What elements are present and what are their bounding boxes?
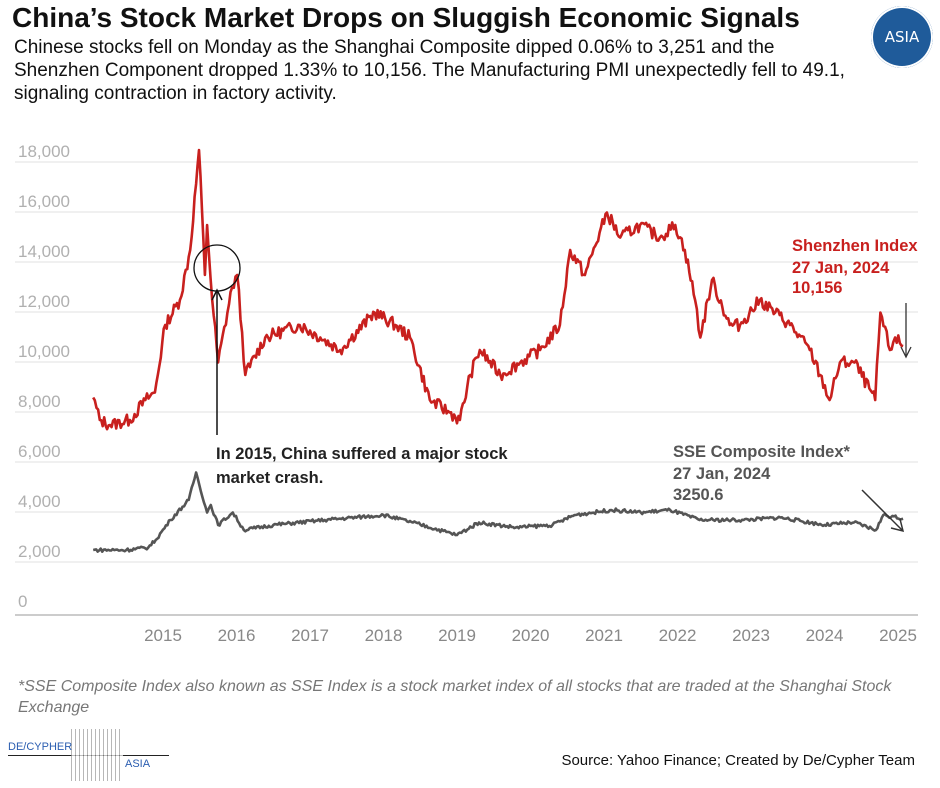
x-tick-label: 2018 [365,626,403,645]
source-credit: Source: Yahoo Finance; Created by De/Cyp… [561,752,915,769]
x-tick-label: 2025 [879,626,917,645]
footnote: *SSE Composite Index also known as SSE I… [18,678,892,716]
x-tick-label: 2015 [144,626,182,645]
page-title: China’s Stock Market Drops on Sluggish E… [12,2,800,33]
crash-highlight-circle [193,244,241,292]
x-tick-label: 2023 [732,626,770,645]
shenzhen-date: 27 Jan, 2024 [792,259,890,277]
sse-label: SSE Composite Index* [673,443,851,461]
shenzhen-index-line [92,148,904,431]
y-tick-label: 6,000 [18,442,61,461]
x-tick-label: 2022 [659,626,697,645]
sse-arrow-head [890,518,905,533]
y-tick-label: 0 [18,592,27,611]
y-tick-label: 12,000 [18,292,70,311]
subtitle: Chinese stocks fell on Monday as the Sha… [14,37,845,104]
sse-composite-line [92,471,904,553]
y-tick-label: 18,000 [18,142,70,161]
x-tick-label: 2024 [806,626,844,645]
crash-annotation-line1: In 2015, China suffered a major stock [216,445,508,463]
x-tick-label: 2020 [512,626,550,645]
crash-arrow-head [211,288,223,301]
shenzhen-label: Shenzhen Index [792,237,918,255]
sse-value: 3250.6 [673,486,723,504]
y-tick-label: 4,000 [18,492,61,511]
asia-logo: ASIA [871,6,933,68]
x-tick-label: 2017 [291,626,329,645]
sse-arrow [861,489,903,531]
x-tick-label: 2016 [218,626,256,645]
brand-asia: ASIA [125,758,151,770]
x-tick-label: 2019 [438,626,476,645]
crash-annotation-line2: market crash. [216,469,323,487]
shenzhen-value: 10,156 [792,279,842,297]
brand-decypher: DE/CYPHER [8,741,73,753]
shenzhen-arrow-head [900,346,912,359]
line-chart: 0 2,000 4,000 6,000 8,000 10,000 12,000 14,000 1… [15,142,918,645]
decypher-maze-logo [71,729,123,781]
y-tick-label: 10,000 [18,342,70,361]
y-tick-label: 8,000 [18,392,61,411]
x-tick-label: 2021 [585,626,623,645]
logo-text: ASIA [884,28,920,46]
y-tick-label: 16,000 [18,192,70,211]
y-tick-label: 2,000 [18,542,61,561]
sse-date: 27 Jan, 2024 [673,465,771,483]
y-tick-label: 14,000 [18,242,70,261]
